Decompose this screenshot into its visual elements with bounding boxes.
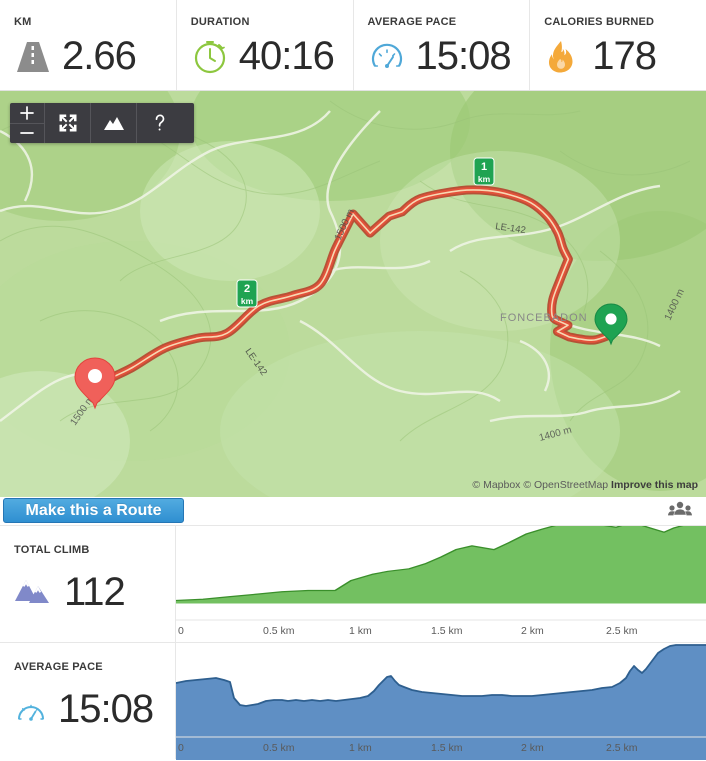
svg-text:1.5 km: 1.5 km (431, 625, 463, 637)
svg-text:1 km: 1 km (349, 625, 372, 637)
svg-text:2 km: 2 km (521, 625, 544, 637)
svg-text:0.5 km: 0.5 km (263, 742, 295, 754)
svg-text:2.5 km: 2.5 km (606, 742, 638, 754)
svg-text:0: 0 (178, 742, 184, 754)
svg-text:km: km (241, 296, 254, 306)
svg-text:0.5 km: 0.5 km (263, 625, 295, 637)
svg-text:km: km (478, 174, 491, 184)
svg-text:2: 2 (244, 283, 250, 295)
svg-text:FONCEBADON: FONCEBADON (500, 312, 588, 324)
svg-text:0: 0 (178, 625, 184, 637)
svg-text:1: 1 (481, 161, 487, 173)
svg-text:2 km: 2 km (521, 742, 544, 754)
svg-text:2.5 km: 2.5 km (606, 625, 638, 637)
svg-text:1 km: 1 km (349, 742, 372, 754)
svg-text:1.5 km: 1.5 km (431, 742, 463, 754)
